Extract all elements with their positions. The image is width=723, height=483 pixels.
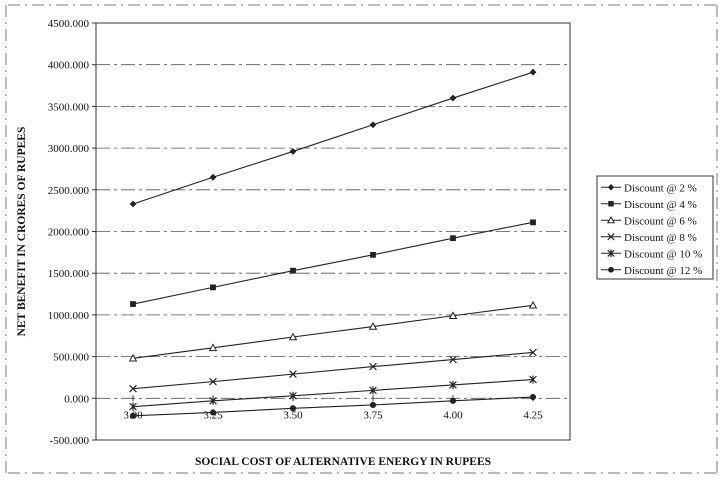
data-point [529, 68, 537, 76]
series-5 [129, 375, 537, 411]
legend-marker [607, 233, 615, 241]
y-axis-ticks: -500.000 0.000 500.000 1000.000 1500.000 2000… [48, 18, 96, 447]
series-line [132, 351, 534, 390]
legend-item: Discount @ 10 % [601, 248, 702, 260]
y-tick-label: 4000.000 [48, 60, 90, 72]
page-border [5, 4, 718, 474]
data-point [209, 409, 217, 416]
data-point [530, 219, 536, 226]
data-point [130, 301, 136, 307]
data-point [529, 348, 537, 357]
data-point [369, 386, 377, 395]
x-axis-title: SOCIAL COST OF ALTERNATIVE ENERGY IN RUP… [195, 456, 491, 468]
legend-item: Discount @ 8 % [601, 232, 697, 244]
y-tick-label: 4500.000 [48, 18, 90, 30]
legend-marker [607, 184, 615, 191]
y-tick-label: -500.000 [50, 435, 90, 447]
data-point [288, 332, 298, 341]
legend-label: Discount @ 12 % [624, 265, 702, 277]
series-line [132, 304, 534, 359]
series-3 [128, 300, 538, 362]
legend-label: Discount @ 8 % [624, 232, 697, 244]
data-point [289, 405, 297, 412]
series-2 [130, 219, 536, 307]
data-point [209, 396, 217, 405]
data-point [449, 94, 457, 102]
y-tick-label: 1500.000 [48, 268, 90, 280]
data-point [209, 173, 217, 181]
legend-item: Discount @ 4 % [601, 199, 697, 211]
series-4 [129, 348, 537, 393]
data-point [369, 401, 377, 409]
y-tick-label: 3500.000 [48, 101, 90, 113]
series-line [132, 378, 534, 408]
data-point [449, 355, 457, 364]
series-6 [129, 393, 537, 419]
y-tick-label: 500.000 [53, 352, 89, 364]
legend-marker [607, 249, 615, 258]
y-tick-label: 2000.000 [48, 227, 90, 239]
x-tick-label: 4.00 [443, 409, 463, 421]
x-tick-label: 4.25 [523, 409, 543, 421]
data-point [449, 380, 457, 390]
series-line [132, 221, 534, 305]
y-tick-label: 3000.000 [48, 143, 90, 155]
data-point [528, 300, 538, 309]
data-point [129, 200, 137, 208]
data-point [289, 370, 297, 378]
legend-marker [606, 216, 616, 224]
y-tick-label: 2500.000 [48, 185, 90, 197]
data-point [529, 393, 537, 401]
legend-item: Discount @ 6 % [601, 215, 697, 227]
data-point [369, 121, 377, 129]
data-point [129, 384, 137, 393]
data-point [368, 322, 378, 330]
data-point [210, 284, 216, 291]
data-point [370, 251, 376, 258]
data-point [289, 391, 297, 400]
grid-lines [96, 64, 570, 399]
y-tick-label: 0.000 [64, 393, 89, 405]
data-point [369, 362, 377, 371]
series-line [132, 71, 534, 205]
legend-label: Discount @ 10 % [624, 248, 702, 260]
legend: Discount @ 2 % Discount @ 4 % Discount @ 6… [596, 175, 714, 280]
legend-box [596, 175, 714, 280]
data-point [290, 267, 296, 274]
data-point [529, 375, 537, 384]
data-point [289, 148, 297, 155]
data-point [209, 377, 217, 386]
data-point [129, 402, 137, 411]
x-tick-label: 3.75 [363, 409, 383, 421]
data-point [129, 412, 137, 419]
data-point [449, 397, 457, 404]
y-axis-title: NET BENEFIT IN CRORES OF RUPEES [16, 127, 28, 337]
legend-marker [608, 266, 614, 273]
x-tick-label: 3.50 [283, 409, 303, 421]
data-point [208, 343, 218, 352]
data-point [128, 353, 138, 362]
legend-marker [608, 201, 614, 207]
legend-label: Discount @ 4 % [624, 199, 697, 211]
series-1 [129, 68, 537, 208]
legend-label: Discount @ 2 % [624, 182, 697, 194]
series-line [132, 396, 534, 417]
series-lines [128, 68, 538, 419]
data-point [448, 311, 458, 319]
legend-label: Discount @ 6 % [624, 215, 697, 227]
legend-item: Discount @ 12 % [601, 265, 702, 277]
y-tick-label: 1000.000 [48, 310, 90, 322]
legend-item: Discount @ 2 % [601, 182, 697, 194]
data-point [450, 235, 456, 242]
